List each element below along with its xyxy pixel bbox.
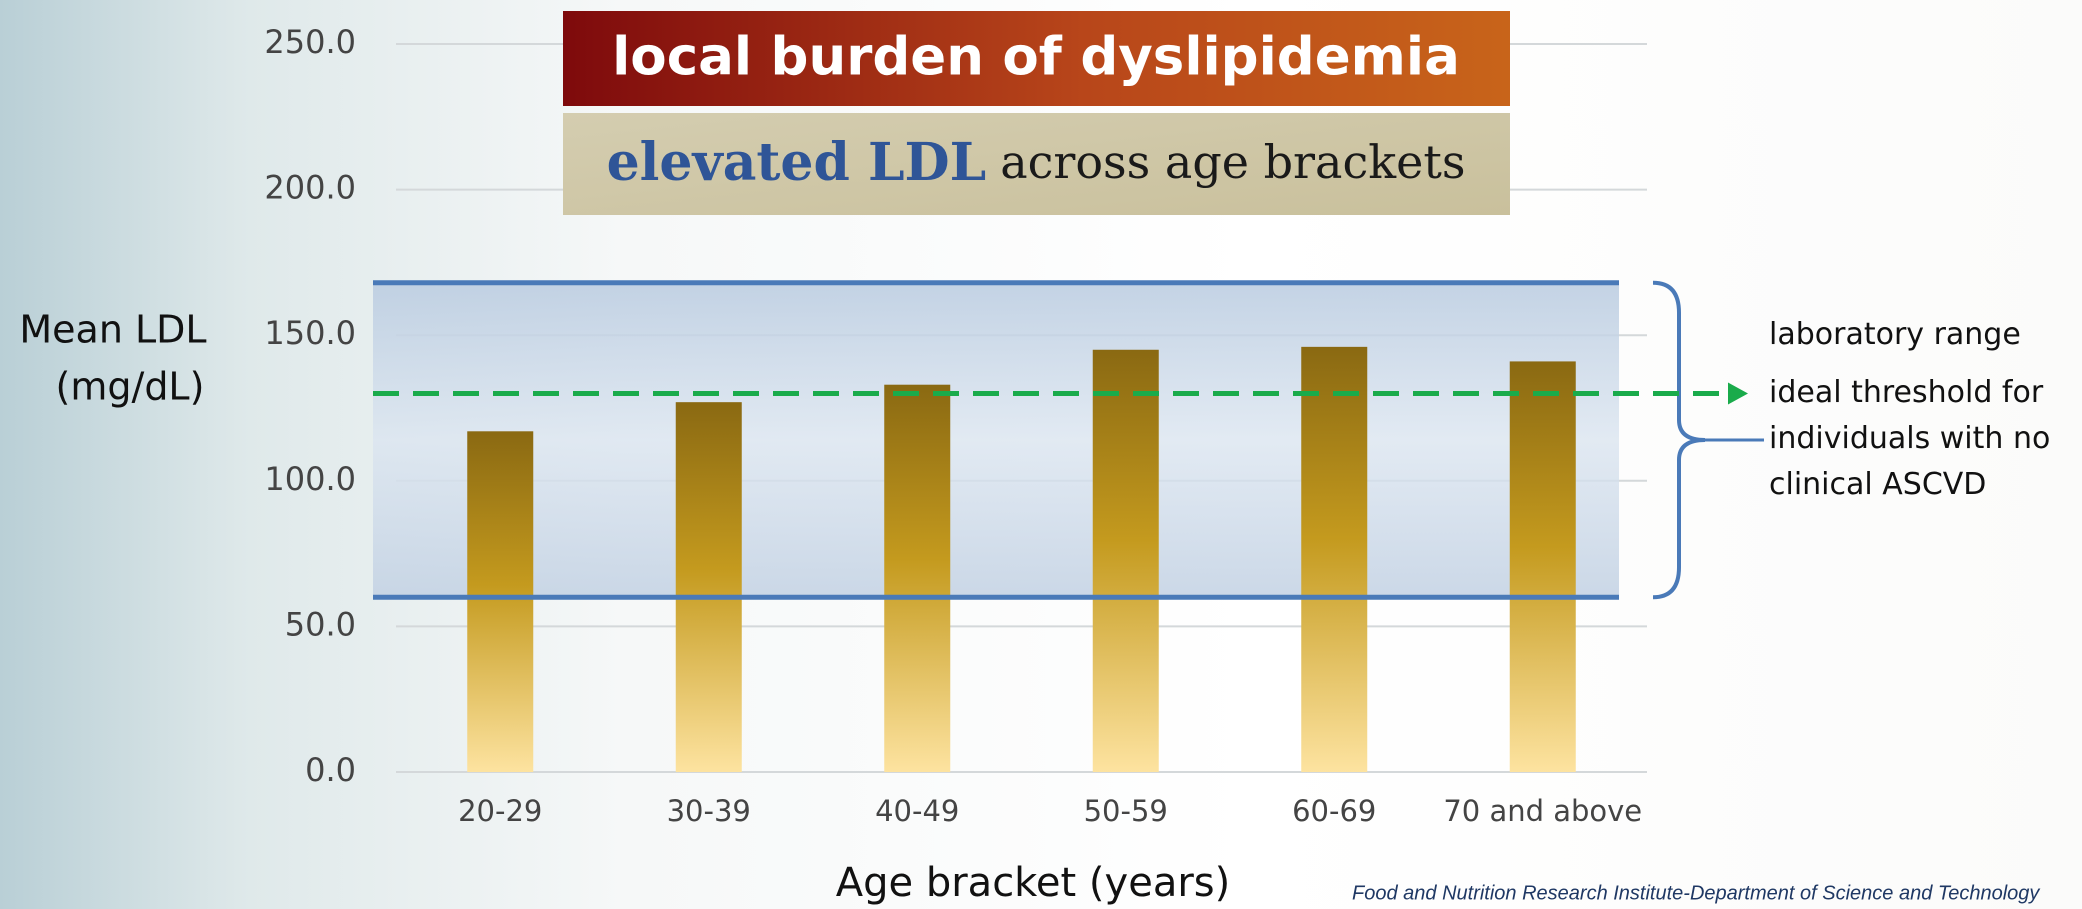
x-tick-label: 40-49 — [875, 794, 959, 828]
y-axis-label: (mg/dL) — [56, 365, 205, 409]
bar — [884, 385, 950, 772]
bar — [1301, 347, 1367, 772]
slide: 0.0 50.0 100.0 150.0 200.0 250.0 20-29 30-39 40… — [0, 0, 2082, 909]
bar — [1510, 361, 1576, 772]
x-tick-label: 60-69 — [1292, 794, 1376, 828]
reference-band — [373, 283, 1619, 597]
y-tick-label: 50.0 — [285, 605, 356, 643]
x-tick-label: 50-59 — [1084, 794, 1168, 828]
y-tick-label: 200.0 — [264, 169, 356, 207]
source: Food and Nutrition Research Institute-De… — [1352, 882, 2040, 904]
x-tick-label: 20-29 — [458, 794, 542, 828]
bar — [676, 402, 742, 772]
y-tick-label: 150.0 — [264, 314, 356, 352]
x-tick-label: 70 and above — [1443, 794, 1642, 828]
bar — [467, 431, 533, 772]
subtitle-emphasis: elevated LDL — [607, 132, 987, 193]
bar — [1093, 350, 1159, 772]
band-label: laboratory range — [1769, 312, 2021, 358]
x-axis-label: Age bracket (years) — [836, 860, 1230, 906]
y-axis-label: Mean LDL — [19, 308, 206, 352]
subtitle-text: across age brackets — [1000, 135, 1465, 189]
threshold-label: ideal threshold for individuals with no … — [1769, 370, 2069, 508]
y-tick-label: 100.0 — [264, 460, 356, 498]
brace — [1653, 283, 1705, 597]
y-tick-label: 250.0 — [264, 23, 356, 61]
x-tick-label: 30-39 — [667, 794, 751, 828]
y-tick-label: 0.0 — [305, 751, 356, 789]
chart-title: local burden of dyslipidemia — [612, 27, 1460, 88]
threshold-arrow — [1728, 382, 1748, 404]
